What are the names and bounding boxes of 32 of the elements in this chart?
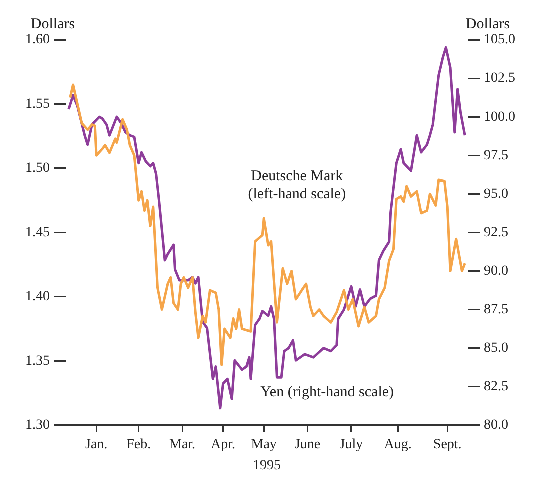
y2-tick-label: 85.0: [484, 340, 508, 356]
y-tick-label: 1.60: [26, 32, 50, 48]
y2-tick-label: 100.0: [484, 110, 516, 125]
y2-tick-label: 90.0: [484, 264, 508, 279]
y2-tick-label: 80.0: [484, 418, 508, 434]
y-tick-label: 1.30: [26, 418, 50, 434]
x-tick-label: Sept.: [433, 437, 462, 452]
x-tick-label: Mar.: [169, 437, 196, 452]
y2-tick-label: 97.5: [484, 148, 508, 164]
x-tick-label: June: [294, 437, 321, 452]
x-tick-label: Aug.: [384, 437, 412, 452]
y2-tick-label: 82.5: [484, 380, 508, 395]
y2-tick-label: 95.0: [484, 186, 508, 202]
y2-tick-label: 102.5: [484, 71, 516, 86]
y-tick-label: 1.55: [26, 96, 50, 112]
y2-tick-label: 92.5: [484, 225, 508, 240]
y-tick-label: 1.35: [26, 354, 50, 369]
x-axis-title: 1995: [253, 458, 281, 474]
series-label: Deutsche Mark (left-hand scale): [248, 168, 346, 203]
y-tick-label: 1.50: [26, 161, 50, 176]
y-axis-title: Dollars: [30, 16, 76, 32]
x-tick-label: July: [340, 437, 364, 452]
x-tick-label: May: [251, 437, 277, 452]
y2-tick-label: 87.5: [484, 302, 508, 318]
y2-tick-label: 105.0: [484, 32, 516, 48]
x-tick-label: Feb.: [126, 437, 152, 452]
y-tick-label: 1.40: [26, 290, 50, 305]
y2-axis-title: Dollars: [466, 16, 510, 32]
x-tick-label: Apr.: [211, 437, 236, 452]
x-tick-label: Jan.: [86, 437, 108, 452]
y-tick-label: 1.45: [26, 225, 50, 240]
series-label: Yen (right-hand scale): [260, 384, 394, 400]
